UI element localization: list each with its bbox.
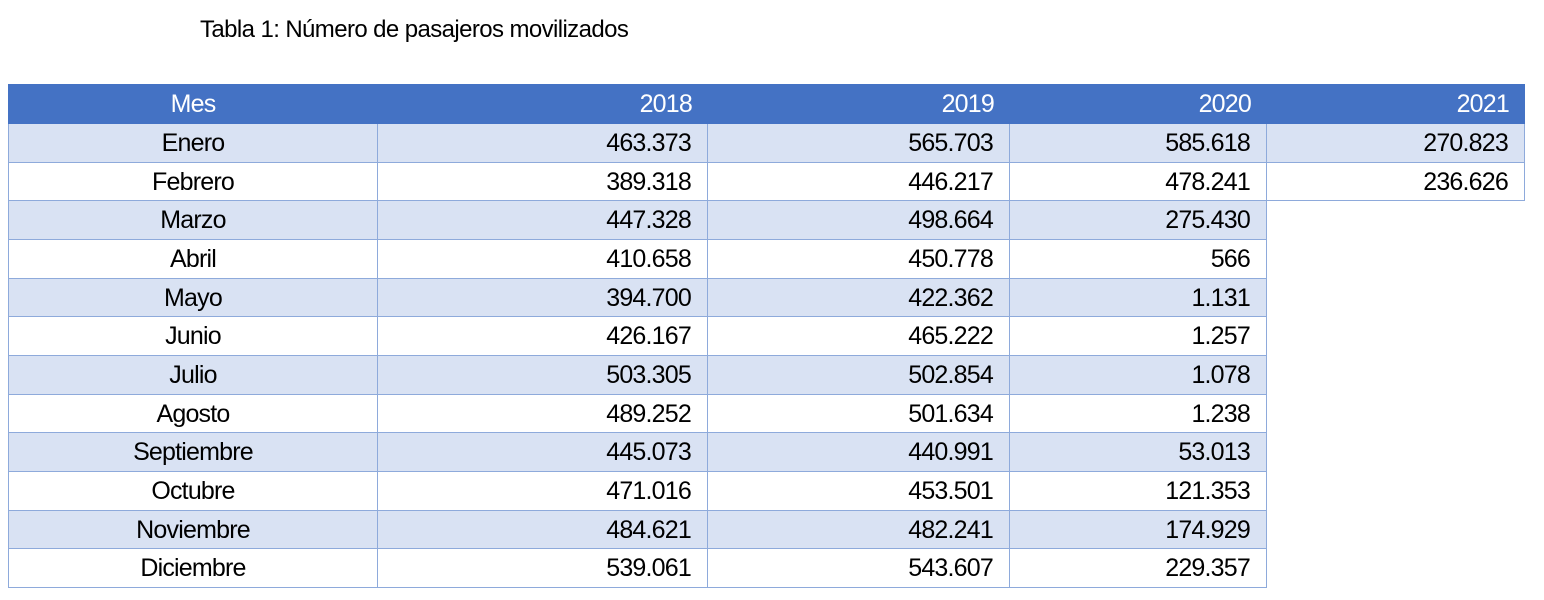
month-cell: Enero [8,124,378,163]
value-cell: 389.318 [378,162,708,202]
value-cell: 447.328 [378,201,708,241]
month-cell: Febrero [8,162,378,202]
table-caption: Tabla 1: Número de pasajeros movilizados [200,16,629,43]
value-cell: 1.131 [1010,278,1267,318]
value-cell: 453.501 [708,472,1010,511]
value-cell: 422.362 [708,278,1010,318]
value-cell: 489.252 [378,394,708,434]
value-cell: 1.238 [1010,394,1267,434]
value-cell: 394.700 [378,278,708,318]
value-cell: 445.073 [378,433,708,473]
value-cell: 585.618 [1010,124,1267,163]
value-cell: 482.241 [708,510,1010,550]
value-cell: 484.621 [378,510,708,550]
header-year: 2018 [639,90,693,118]
value-cell: 543.607 [708,549,1010,589]
value-cell: 503.305 [378,356,708,395]
header-row: Mes 2018 2019 2020 2021 [8,84,1525,124]
header-year: 2019 [941,90,995,118]
value-cell: 410.658 [378,240,708,279]
value-cell: 275.430 [1010,201,1267,241]
value-cell: 502.854 [708,356,1010,395]
value-cell: 236.626 [1267,162,1525,202]
month-cell: Abril [8,240,378,279]
month-cell: Mayo [8,278,378,318]
value-cell: 426.167 [378,317,708,357]
value-cell: 566 [1010,240,1267,279]
value-cell: 565.703 [708,124,1010,163]
value-cell: 539.061 [378,549,708,589]
value-cell: 450.778 [708,240,1010,279]
month-cell: Junio [8,317,378,357]
value-cell: 498.664 [708,201,1010,241]
value-cell: 463.373 [378,124,708,163]
value-cell: 270.823 [1267,124,1525,163]
month-cell: Julio [8,356,378,395]
month-cell: Octubre [8,472,378,511]
value-cell: 121.353 [1010,472,1267,511]
header-year: 2020 [1198,90,1252,118]
value-cell: 1.257 [1010,317,1267,357]
month-cell: Noviembre [8,510,378,550]
value-cell: 478.241 [1010,162,1267,202]
month-cell: Septiembre [8,433,378,473]
month-cell: Diciembre [8,549,378,589]
value-cell: 229.357 [1010,549,1267,589]
value-cell: 174.929 [1010,510,1267,550]
header-mes: Mes [170,90,217,118]
month-cell: Marzo [8,201,378,241]
value-cell: 440.991 [708,433,1010,473]
value-cell: 471.016 [378,472,708,511]
value-cell: 1.078 [1010,356,1267,395]
value-cell: 465.222 [708,317,1010,357]
value-cell: 501.634 [708,394,1010,434]
value-cell: 53.013 [1010,433,1267,473]
value-cell: 446.217 [708,162,1010,202]
header-year: 2021 [1456,90,1510,118]
month-cell: Agosto [8,394,378,434]
